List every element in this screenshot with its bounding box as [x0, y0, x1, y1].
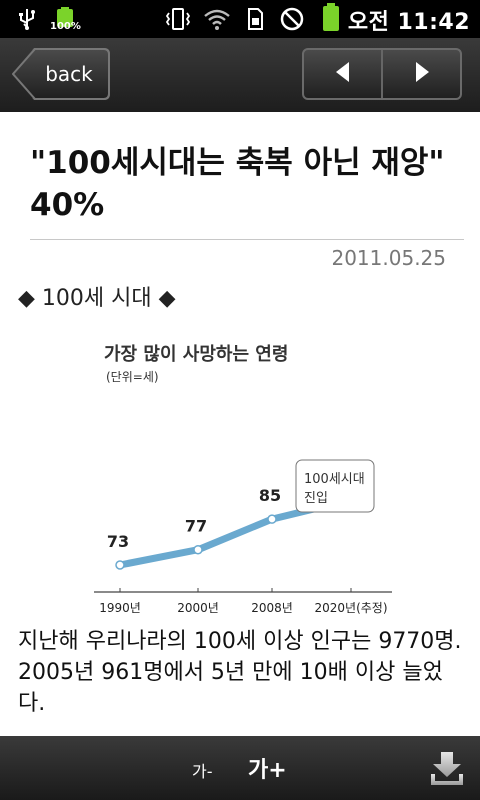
data-label: 77 [185, 517, 207, 536]
data-label: 73 [107, 532, 129, 551]
bottom-bar: 가- 가+ [0, 736, 480, 800]
article-nav-group [302, 48, 462, 100]
article-body: 지난해 우리나라의 100세 이상 인구는 9770명. 2005년 961명에… [18, 629, 462, 716]
chart-title: 가장 많이 사망하는 연령 [104, 344, 289, 365]
callout-line-2: 진입 [304, 491, 328, 506]
data-point [193, 544, 203, 555]
title-divider [30, 239, 464, 240]
x-tick-label: 2000년 [177, 601, 219, 615]
article-date: 2011.05.25 [331, 246, 446, 270]
download-button[interactable] [428, 750, 466, 788]
x-tick-label: 2008년 [251, 601, 293, 615]
battery-small-icon [52, 4, 78, 30]
callout-line-1: 100세시대 [304, 472, 365, 487]
sim-icon [244, 6, 266, 32]
data-label: 85 [259, 486, 281, 505]
do-not-disturb-icon [278, 6, 306, 32]
x-tick-label: 2020년(추정) [314, 601, 387, 615]
font-increase-button[interactable]: 가+ [248, 758, 287, 783]
triangle-right-icon [415, 62, 429, 86]
battery-icon [318, 3, 344, 31]
status-bar: 100% 오전 11:42 [0, 0, 480, 38]
back-button[interactable]: back [12, 48, 110, 100]
font-decrease-button[interactable]: 가- [192, 762, 213, 781]
nav-divider [381, 50, 383, 98]
download-icon [431, 752, 463, 785]
next-article-button[interactable] [383, 50, 460, 98]
clock: 오전 11:42 [347, 10, 470, 35]
article-title: "100세시대는 축복 아닌 재앙" 40% [30, 145, 445, 223]
x-tick-label: 1990년 [99, 601, 141, 615]
triangle-left-icon [335, 62, 350, 86]
data-point [115, 560, 125, 570]
section-heading: ◆ 100세 시대 ◆ [18, 286, 176, 311]
battery-small-label: 100% [50, 21, 81, 32]
data-point [267, 514, 277, 524]
previous-article-button[interactable] [304, 50, 381, 98]
callout-box [295, 459, 375, 513]
wifi-icon [202, 6, 232, 32]
toolbar: back [0, 38, 480, 112]
usb-icon [14, 6, 40, 32]
chart-unit-label: (단위=세) [106, 370, 159, 384]
article-content[interactable]: "100세시대는 축복 아닌 재앙" 40% 2011.05.25 ◆ 100세… [0, 112, 480, 736]
vibrate-icon [164, 6, 192, 32]
